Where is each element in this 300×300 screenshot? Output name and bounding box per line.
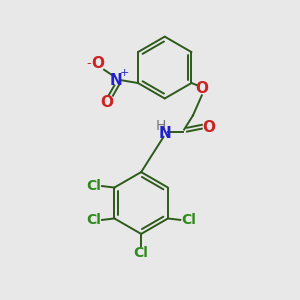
Text: Cl: Cl <box>134 246 148 260</box>
Text: N: N <box>110 73 122 88</box>
Text: Cl: Cl <box>181 213 196 227</box>
Text: Cl: Cl <box>86 179 101 193</box>
Text: O: O <box>100 95 113 110</box>
Text: O: O <box>92 56 105 71</box>
Text: O: O <box>195 81 208 96</box>
Text: H: H <box>155 119 166 133</box>
Text: +: + <box>119 68 129 78</box>
Text: Cl: Cl <box>86 213 101 227</box>
Text: O: O <box>203 120 216 135</box>
Text: N: N <box>159 126 171 141</box>
Text: -: - <box>86 57 91 70</box>
